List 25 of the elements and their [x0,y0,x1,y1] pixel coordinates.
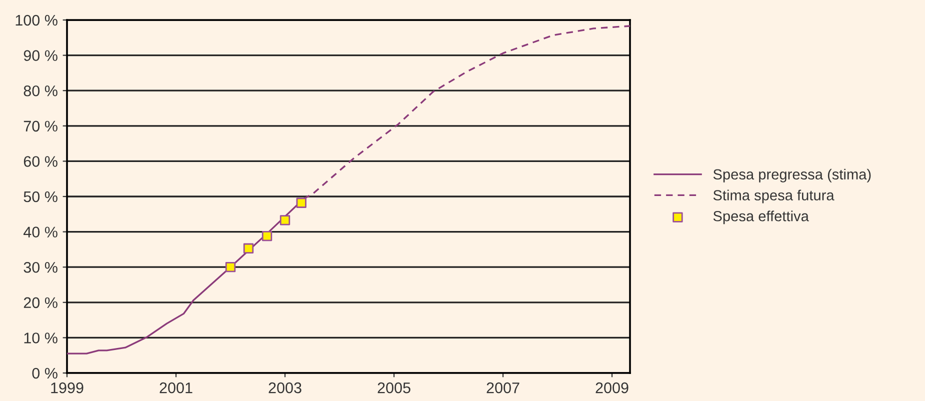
point [296,198,306,208]
legend-label: Spesa effettiva [713,210,809,224]
y-tick-label: 60 % [24,156,58,167]
x-tick-label: 2003 [268,382,302,394]
point [262,230,272,242]
y-tick-label: 30 % [24,262,58,273]
y-tick-label: 50 % [24,191,58,202]
y-tick-label: 10 % [24,332,58,344]
y-tick-label: 70 % [24,120,58,132]
legend-label: Stima spesa futura [713,190,834,204]
y-tick-label: 90 % [24,50,58,61]
x-tick-label: 1999 [51,382,84,394]
point [225,262,236,272]
y-tick-label: 40 % [24,226,58,238]
y-tick-label: 100 % [16,14,58,26]
y-tick-label: 0 % [32,368,58,379]
x-tick-label: 2005 [378,382,410,394]
point [280,215,290,226]
y-tick-label: 80 % [24,85,58,96]
x-tick-label: 2001 [160,382,192,394]
legend-label: Spesa pregressa (stima) [713,168,871,182]
point [243,243,254,254]
x-tick-label: 2009 [596,382,628,394]
x-tick-label: 2007 [486,382,520,394]
y-tick-label: 20 % [24,297,58,308]
